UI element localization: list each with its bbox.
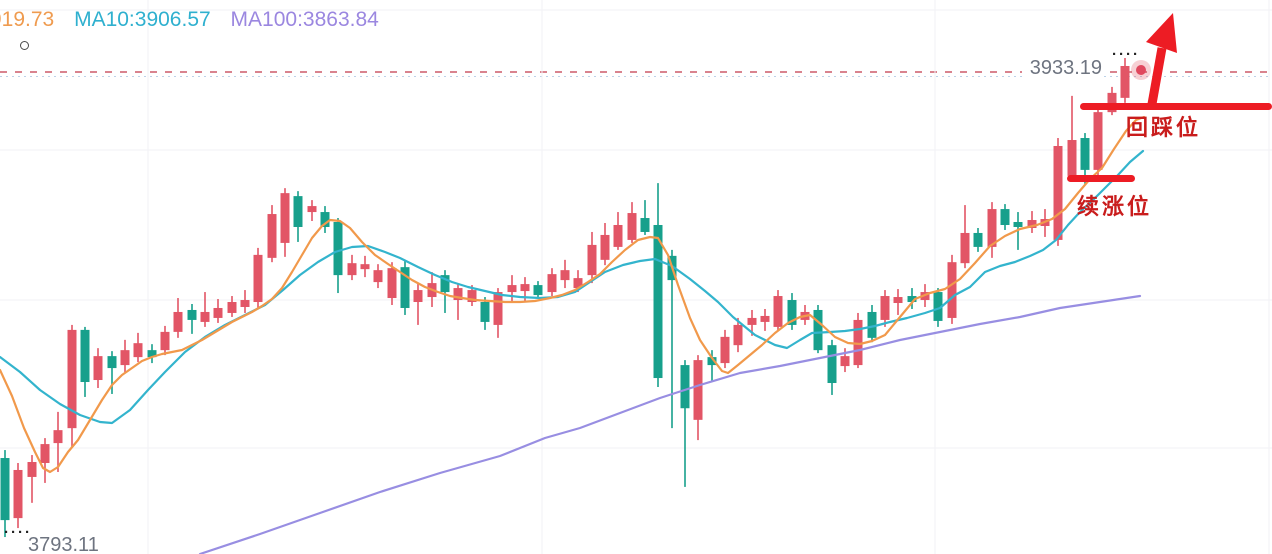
ma-legend: 919.73 MA10:3906.57 MA100:3863.84 (0, 8, 393, 32)
ma100-value: MA100:3863.84 (230, 8, 379, 31)
continuation-level-label[interactable]: 续涨位 (1077, 194, 1153, 219)
continuation-level-line[interactable] (1067, 175, 1135, 182)
candles (0, 58, 1130, 538)
high-price-leader-dots: ···· (1112, 46, 1140, 63)
low-price-label: 3793.11 (28, 534, 99, 554)
ma5-value: 919.73 (0, 8, 55, 31)
ma10-value: MA10:3906.57 (74, 8, 211, 31)
ma10-line (0, 149, 1145, 425)
alert-dashed-line[interactable] (0, 71, 1272, 73)
ma100-line (198, 294, 1142, 554)
pullback-level-label[interactable]: 回踩位 (1126, 115, 1202, 140)
up-arrow-icon[interactable] (1140, 8, 1200, 108)
ma5-line (0, 115, 1146, 474)
marker-circle-icon (20, 41, 29, 50)
low-price-leader-dots: ···· (4, 524, 32, 541)
current-price-dot (1136, 65, 1146, 75)
pullback-level-line[interactable] (1080, 103, 1272, 110)
alert-dotted-line (0, 76, 1272, 77)
high-price-label: 3933.19 (1022, 57, 1102, 80)
